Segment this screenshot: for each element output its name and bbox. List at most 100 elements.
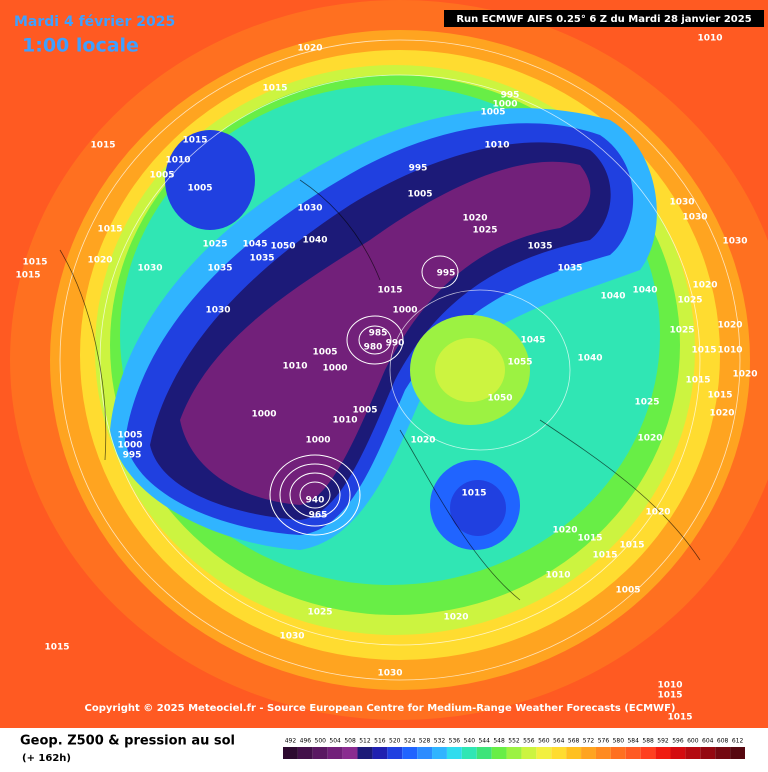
scale-label: 564 xyxy=(553,738,565,745)
isobar-label: 1030 xyxy=(377,669,402,679)
scale-swatch xyxy=(521,747,537,759)
isobar-label: 985 xyxy=(369,329,388,339)
color-scale: 492 496 500 504 508 512 516 520 524 528 532 536 540 5… xyxy=(283,738,745,759)
isobar-label: 1000 xyxy=(492,100,517,110)
isobar-label: 1045 xyxy=(242,240,267,250)
isobar-label: 1015 xyxy=(691,346,716,356)
isobar-label: 1020 xyxy=(637,434,662,444)
scale-label: 500 xyxy=(315,738,327,745)
isobar-label: 1005 xyxy=(117,431,142,441)
isobar-label: 1030 xyxy=(722,237,747,247)
isobar-label: 1005 xyxy=(187,184,212,194)
isobar-label: 1040 xyxy=(577,354,602,364)
isobar-label: 1010 xyxy=(657,681,682,691)
scale-label: 588 xyxy=(642,738,654,745)
isobar-label: 1030 xyxy=(297,204,322,214)
scale-swatch xyxy=(566,747,582,759)
scale-label: 612 xyxy=(732,738,744,745)
scale-swatch xyxy=(655,747,671,759)
forecast-date: Mardi 4 février 2025 xyxy=(14,14,175,30)
scale-label: 524 xyxy=(404,738,416,745)
scale-label: 592 xyxy=(657,738,669,745)
scale-swatch xyxy=(700,747,716,759)
isobar-label: 1025 xyxy=(634,398,659,408)
lead-time: (+ 162h) xyxy=(22,753,71,764)
scale-swatch xyxy=(715,747,731,759)
scale-label: 568 xyxy=(568,738,580,745)
isobar-label: 1010 xyxy=(697,34,722,44)
isobar-label: 995 xyxy=(409,164,428,174)
isobar-label: 1035 xyxy=(249,254,274,264)
isobar-label: 1040 xyxy=(302,236,327,246)
scale-swatch xyxy=(387,747,403,759)
scale-swatch xyxy=(595,747,611,759)
isobar-label: 1015 xyxy=(707,391,732,401)
scale-swatch xyxy=(610,747,626,759)
scale-label: 548 xyxy=(493,738,505,745)
isobar-label: 1015 xyxy=(44,643,69,653)
isobar-label: 1015 xyxy=(667,713,692,723)
scale-swatch xyxy=(491,747,507,759)
isobar-label: 1035 xyxy=(557,264,582,274)
isobar-label: 1020 xyxy=(410,436,435,446)
scale-label: 580 xyxy=(613,738,625,745)
scale-label: 516 xyxy=(374,738,386,745)
scale-label: 544 xyxy=(478,738,490,745)
isobar-label: 1030 xyxy=(205,306,230,316)
isobar-label: 990 xyxy=(386,339,405,349)
isobar-label: 1015 xyxy=(15,271,40,281)
isobar-label: 1010 xyxy=(165,156,190,166)
isobar-label: 1005 xyxy=(352,406,377,416)
isobar-label: 1020 xyxy=(692,281,717,291)
scale-swatch xyxy=(372,747,388,759)
isobar-label: 1025 xyxy=(202,240,227,250)
isobar-label: 1005 xyxy=(312,348,337,358)
isobar-label: 1000 xyxy=(392,306,417,316)
scale-label: 608 xyxy=(717,738,729,745)
isobar-label: 1015 xyxy=(461,489,486,499)
scale-swatch xyxy=(446,747,462,759)
isobar-label: 1010 xyxy=(717,346,742,356)
isobar-label: 1020 xyxy=(717,321,742,331)
isobar-label: 1005 xyxy=(615,586,640,596)
isobar-label: 1005 xyxy=(407,190,432,200)
scale-swatch xyxy=(357,747,373,759)
copyright: Copyright © 2025 Meteociel.fr - Source E… xyxy=(85,703,676,714)
scale-swatch xyxy=(670,747,686,759)
isobar-label: 1010 xyxy=(282,362,307,372)
isobar-label: 1010 xyxy=(332,416,357,426)
scale-swatch xyxy=(685,747,701,759)
scale-label: 556 xyxy=(523,738,535,745)
scale-label: 552 xyxy=(508,738,520,745)
scale-swatch xyxy=(432,747,447,759)
isobar-label: 1030 xyxy=(669,198,694,208)
scale-swatch xyxy=(625,747,641,759)
isobar-label: 995 xyxy=(437,269,456,279)
isobar-label: 1005 xyxy=(149,171,174,181)
scale-label: 596 xyxy=(672,738,684,745)
scale-swatch xyxy=(581,747,596,759)
scale-label: 504 xyxy=(329,738,341,745)
isobar-label: 1015 xyxy=(22,258,47,268)
scale-swatch xyxy=(327,747,343,759)
map-background xyxy=(0,0,768,728)
isobar-label: 1015 xyxy=(619,541,644,551)
isobar-label: 1020 xyxy=(443,613,468,623)
isobar-label: 1015 xyxy=(685,376,710,386)
scale-swatch xyxy=(640,747,656,759)
isobar-label: 1015 xyxy=(377,286,402,296)
scale-swatch xyxy=(536,747,552,759)
isobar-label: 1025 xyxy=(677,296,702,306)
isobar-label: 1000 xyxy=(251,410,276,420)
scale-label: 540 xyxy=(464,738,476,745)
isobar-label: 980 xyxy=(364,343,383,353)
isobar-labels: 1020101510151010100510051015103010401025… xyxy=(15,34,757,723)
scale-label: 600 xyxy=(687,738,699,745)
scale-swatch xyxy=(461,747,477,759)
isobar-label: 1020 xyxy=(709,409,734,419)
isobar-label: 995 xyxy=(501,91,520,101)
scale-label: 492 xyxy=(285,738,297,745)
scale-label: 536 xyxy=(449,738,461,745)
isobar-label: 1000 xyxy=(305,436,330,446)
